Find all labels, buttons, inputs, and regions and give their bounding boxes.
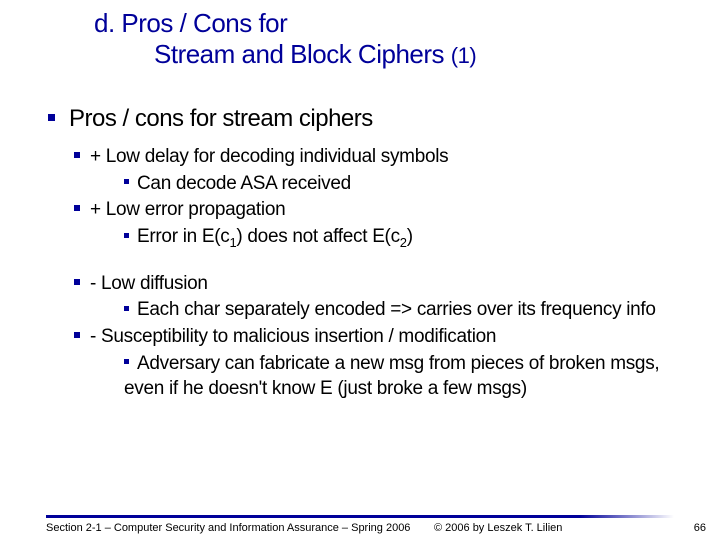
item-text: - Low diffusion bbox=[90, 273, 208, 294]
list-subitem: Adversary can fabricate a new msg from p… bbox=[124, 352, 694, 401]
list-item: - Low diffusion bbox=[74, 272, 694, 297]
item-text: + Low delay for decoding individual symb… bbox=[90, 146, 448, 167]
title-line-2: Stream and Block Ciphers (1) bbox=[154, 39, 694, 70]
page-number: 66 bbox=[694, 522, 706, 534]
subitem-text: Adversary can fabricate a new msg from p… bbox=[124, 353, 659, 399]
bullet-icon bbox=[74, 279, 80, 285]
list-item: + Low error propagation bbox=[74, 198, 694, 223]
list-subitem: Can decode ASA received bbox=[124, 172, 694, 197]
list-subitem: Each char separately encoded => carries … bbox=[124, 298, 694, 323]
bullet-icon bbox=[124, 306, 129, 311]
subitem-text: Can decode ASA received bbox=[137, 173, 351, 194]
bullet-icon bbox=[74, 332, 80, 338]
list-subitem: Error in E(c1) does not affect E(c2) bbox=[124, 225, 694, 252]
item-text: + Low error propagation bbox=[90, 199, 285, 220]
section-header: Pros / cons for stream ciphers bbox=[48, 105, 373, 133]
footer-left-text: Section 2-1 – Computer Security and Info… bbox=[46, 522, 410, 534]
list-item: - Susceptibility to malicious insertion … bbox=[74, 325, 694, 350]
bullet-icon bbox=[74, 205, 80, 211]
title-suffix: (1) bbox=[451, 43, 476, 68]
bullet-icon bbox=[48, 114, 55, 121]
subitem-text: Error in E(c1) does not affect E(c2) bbox=[137, 226, 413, 247]
bullet-icon bbox=[74, 152, 80, 158]
bullet-icon bbox=[124, 359, 129, 364]
title-main: Stream and Block Ciphers bbox=[154, 39, 444, 69]
footer: Section 2-1 – Computer Security and Info… bbox=[46, 522, 706, 534]
bullet-icon bbox=[124, 233, 129, 238]
subitem-text: Each char separately encoded => carries … bbox=[137, 299, 656, 320]
section-header-text: Pros / cons for stream ciphers bbox=[69, 105, 373, 132]
footer-divider bbox=[46, 515, 674, 518]
item-text: - Susceptibility to malicious insertion … bbox=[90, 326, 496, 347]
content-body: + Low delay for decoding individual symb… bbox=[74, 145, 694, 403]
list-item: + Low delay for decoding individual symb… bbox=[74, 145, 694, 170]
slide-title: d. Pros / Cons for Stream and Block Ciph… bbox=[94, 8, 694, 70]
spacer bbox=[74, 254, 694, 272]
bullet-icon bbox=[124, 179, 129, 184]
footer-copyright: © 2006 by Leszek T. Lilien bbox=[434, 522, 562, 534]
title-line-1: d. Pros / Cons for bbox=[94, 8, 694, 39]
